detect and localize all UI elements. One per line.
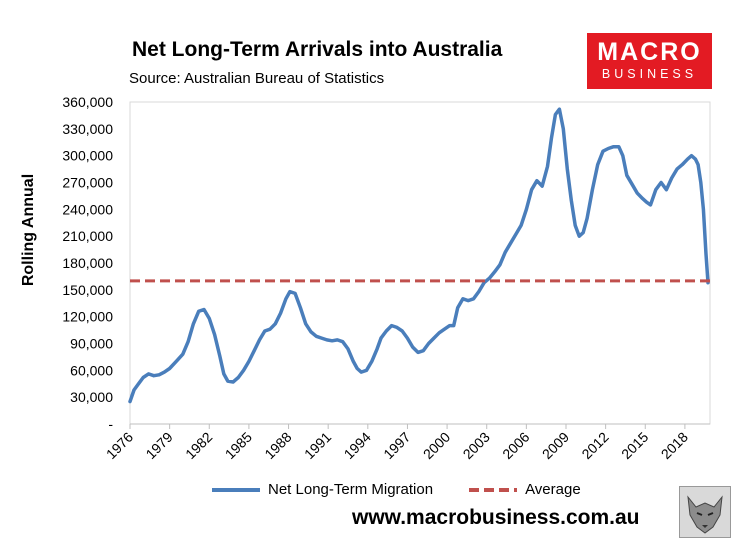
x-tick-label: 2009 [539, 429, 572, 462]
x-axis: 1976 1979 1982 1985 1988 1991 1994 1997 2000 2003… [103, 424, 691, 462]
legend-label-migration: Net Long-Term Migration [268, 481, 434, 498]
x-tick-label: 2003 [459, 429, 492, 462]
chart-subtitle: Source: Australian Bureau of Statistics [129, 70, 385, 87]
chart-legend: Net Long-Term Migration Average [212, 481, 581, 498]
series-line-net-long-term-migration [128, 107, 710, 404]
y-tick-label: 330,000 [62, 121, 113, 137]
chart-title: Net Long-Term Arrivals into Australia [132, 38, 503, 61]
legend-item-migration: Net Long-Term Migration [212, 481, 433, 498]
y-tick-label: 210,000 [62, 228, 113, 244]
logo-line-1: MACRO [597, 38, 702, 66]
x-tick-label: 1982 [182, 429, 215, 462]
x-tick-label: 2015 [618, 429, 651, 462]
x-tick-label: 2000 [420, 429, 453, 462]
x-tick-label: 1997 [380, 429, 413, 462]
wolf-logo [679, 486, 731, 538]
series-layer [128, 107, 710, 404]
y-tick-label: 300,000 [62, 148, 113, 164]
x-tick-label: 2012 [578, 429, 611, 462]
y-tick-label: 240,000 [62, 201, 113, 217]
legend-swatch-migration [212, 487, 260, 492]
x-tick-label: 2006 [499, 429, 532, 462]
line-chart: - 30,000 60,000 90,000 120,000 150,000 180,000… [62, 94, 711, 462]
wolf-icon [687, 495, 723, 534]
x-tick-label: 1985 [222, 429, 255, 462]
x-tick-label: 1991 [301, 429, 334, 462]
y-tick-label: 30,000 [70, 389, 113, 405]
y-tick-label: 150,000 [62, 282, 113, 298]
x-tick-label: 1994 [341, 429, 374, 462]
x-tick-label: 2018 [658, 429, 691, 462]
y-tick-label: 360,000 [62, 94, 113, 110]
legend-label-average: Average [525, 481, 581, 498]
y-tick-label: 270,000 [62, 175, 113, 191]
y-tick-label: 60,000 [70, 362, 113, 378]
logo-line-2: BUSINESS [601, 67, 698, 81]
y-tick-label: 90,000 [70, 336, 113, 352]
legend-item-average: Average [469, 481, 581, 498]
legend-swatch-average [469, 487, 518, 492]
y-tick-label: 180,000 [62, 255, 113, 271]
y-tick-label: - [108, 416, 113, 432]
plot-area [129, 101, 711, 425]
website-url: www.macrobusiness.com.au [352, 506, 640, 529]
x-tick-label: 1988 [261, 429, 294, 462]
macro-business-logo: MACRO BUSINESS [587, 33, 712, 89]
x-tick-label: 1976 [103, 429, 136, 462]
y-tick-label: 120,000 [62, 309, 113, 325]
x-tick-label: 1979 [142, 429, 175, 462]
y-axis: - 30,000 60,000 90,000 120,000 150,000 180,000… [62, 94, 113, 432]
